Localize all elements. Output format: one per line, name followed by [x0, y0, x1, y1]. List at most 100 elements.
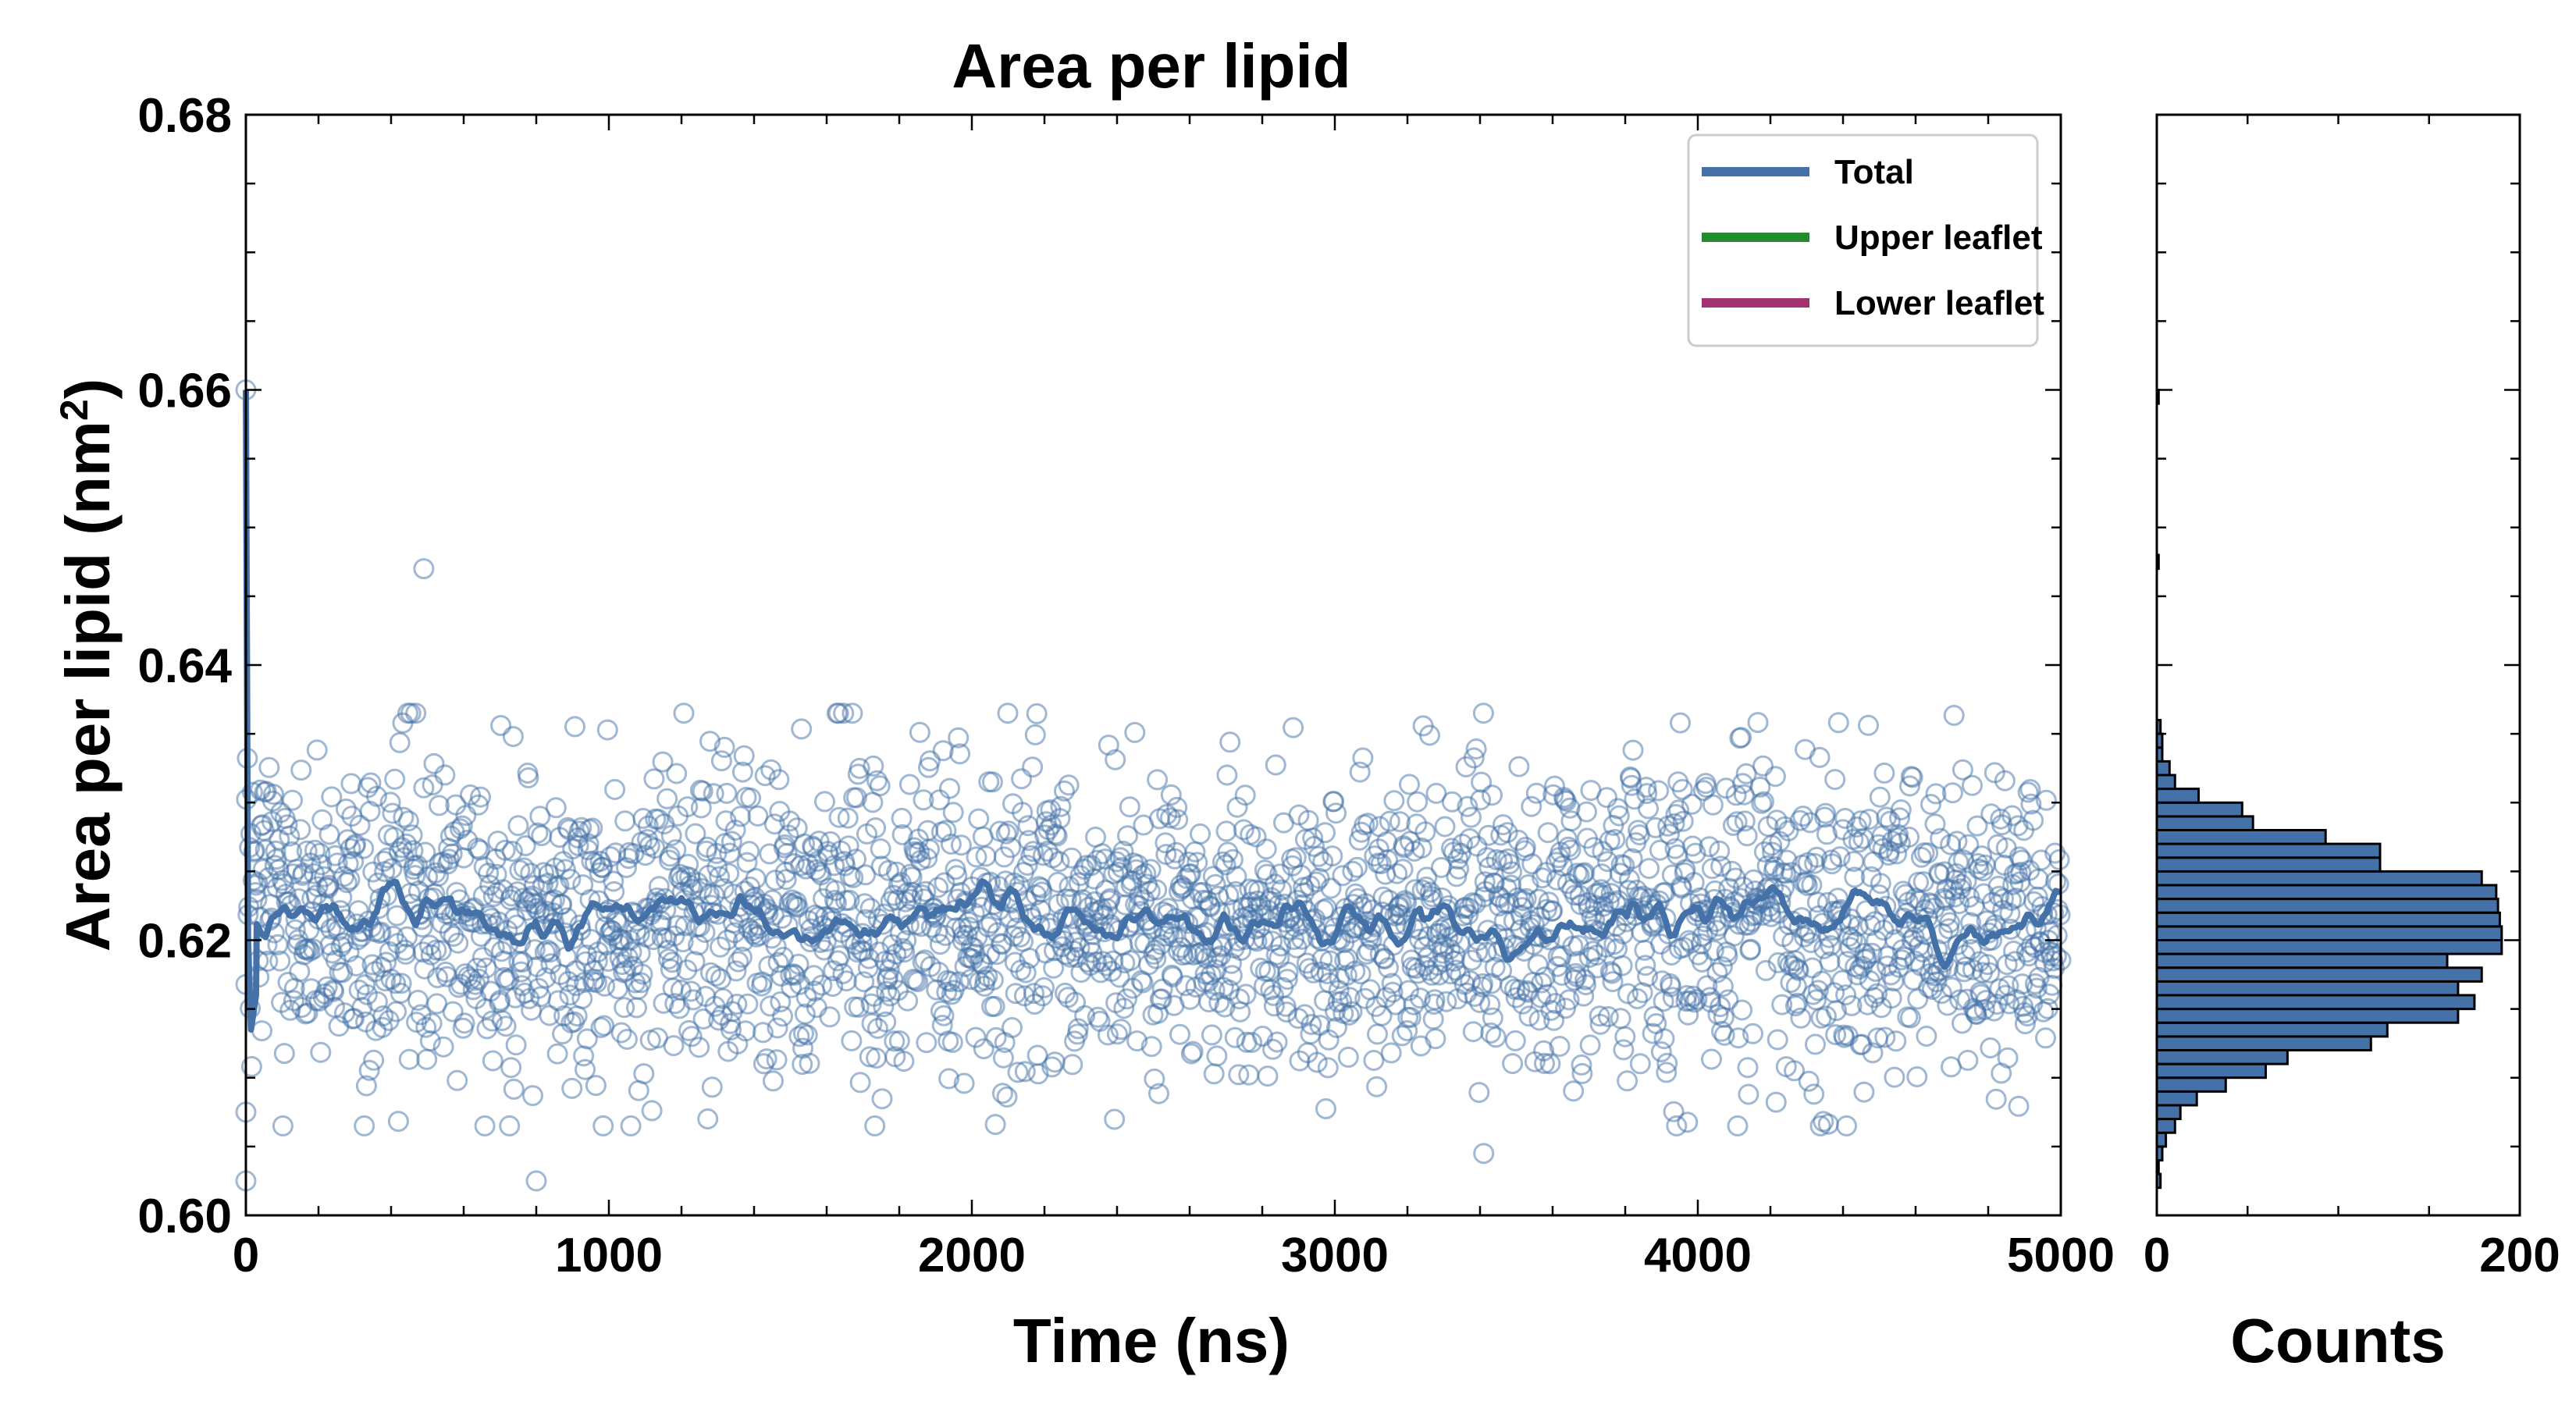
y-tick-label: 0.68	[137, 89, 232, 143]
scatter-point	[1176, 867, 1197, 889]
scatter-point	[455, 805, 477, 827]
scatter-point	[1560, 839, 1582, 861]
scatter-point	[1841, 928, 1863, 950]
scatter-point	[2045, 945, 2067, 967]
scatter-point	[1749, 776, 1771, 798]
scatter-point	[1709, 840, 1731, 862]
scatter-point	[596, 719, 618, 741]
scatter-point	[299, 941, 321, 962]
scatter-point	[1874, 1026, 1896, 1048]
scatter-point	[1902, 767, 1923, 788]
scatter-point	[1302, 827, 1324, 849]
scatter-point	[1753, 791, 1774, 813]
legend: Total Upper leaflet Lower leaflet	[1687, 133, 2044, 347]
scatter-point	[1691, 951, 1713, 973]
scatter-point	[590, 1017, 612, 1038]
histogram-x-axis-label: Counts	[2230, 1306, 2446, 1375]
scatter-point	[1016, 855, 1038, 876]
scatter-point	[2046, 924, 2068, 946]
scatter-point	[984, 1114, 1006, 1136]
scatter-point	[660, 824, 682, 846]
scatter-point	[1635, 777, 1657, 799]
scatter-point	[1113, 998, 1135, 1019]
histogram-bar	[2155, 774, 2176, 791]
scatter-point	[467, 838, 489, 859]
scatter-point	[873, 996, 895, 1018]
scatter-point	[1148, 1083, 1169, 1104]
scatter-point	[1824, 769, 1846, 791]
scatter-point	[1460, 970, 1482, 992]
scatter-point	[763, 813, 785, 835]
scatter-point	[1517, 874, 1539, 895]
scatter-point	[877, 859, 899, 881]
scatter-point	[370, 921, 392, 943]
scatter-point	[400, 702, 422, 724]
scatter-point	[1264, 873, 1286, 895]
scatter-point	[413, 777, 435, 799]
scatter-point	[1203, 1063, 1225, 1085]
scatter-point	[981, 771, 1003, 793]
scatter-point	[262, 784, 284, 806]
scatter-point	[779, 810, 801, 832]
scatter-point	[682, 989, 704, 1011]
scatter-point	[597, 950, 619, 972]
scatter-point	[2017, 781, 2039, 803]
scatter-point	[551, 894, 573, 916]
scatter-point	[470, 786, 491, 808]
scatter-point	[1839, 937, 1861, 959]
scatter-point	[1471, 973, 1493, 994]
scatter-point	[1154, 925, 1176, 947]
scatter-point	[1829, 846, 1851, 868]
scatter-point	[1958, 834, 1980, 855]
histogram-x-tick-label: 200	[2479, 1229, 2560, 1282]
histogram-bar	[2155, 898, 2500, 914]
scatter-point	[948, 727, 970, 749]
scatter-point	[1430, 856, 1452, 878]
scatter-point	[1802, 957, 1823, 979]
scatter-point	[1212, 851, 1233, 873]
scatter-point	[2035, 789, 2057, 811]
scatter-point	[1508, 756, 1530, 777]
scatter-point	[500, 1057, 522, 1079]
scatter-point	[1571, 1062, 1593, 1084]
scatter-point	[1764, 766, 1786, 788]
scatter-point	[1140, 859, 1162, 880]
scatter-point	[518, 767, 539, 788]
scatter-point	[1610, 1008, 1631, 1030]
scatter-point	[1884, 1066, 1905, 1088]
scatter-point	[1061, 847, 1083, 869]
scatter-point	[1916, 1026, 1937, 1047]
scatter-point	[1485, 1026, 1507, 1048]
scatter-point	[1341, 1001, 1363, 1023]
scatter-point	[340, 838, 361, 859]
scatter-point	[837, 807, 859, 829]
scatter-point	[1670, 712, 1691, 734]
scatter-point	[1226, 866, 1247, 887]
scatter-point	[1696, 975, 1718, 997]
scatter-point	[749, 924, 770, 946]
scatter-point	[1579, 1034, 1601, 1056]
scatter-point	[1011, 768, 1033, 790]
scatter-point	[522, 1085, 543, 1107]
scatter-point	[630, 972, 652, 994]
scatter-point	[1496, 822, 1518, 844]
scatter-point	[754, 765, 776, 787]
scatter-point	[680, 980, 702, 1002]
scatter-point	[1844, 866, 1866, 888]
scatter-point	[1366, 1076, 1388, 1097]
scatter-point	[709, 866, 731, 887]
scatter-point	[585, 1075, 607, 1097]
scatter-point	[1339, 987, 1361, 1008]
scatter-point	[1048, 851, 1070, 873]
scatter-point	[1425, 782, 1447, 804]
scatter-point	[475, 957, 497, 979]
scatter-point	[468, 968, 490, 990]
scatter-point	[768, 769, 790, 791]
scatter-point	[335, 799, 357, 820]
scatter-point	[1925, 783, 1947, 805]
scatter-point	[1179, 863, 1201, 884]
scatter-point	[1207, 947, 1229, 969]
scatter-point	[1545, 993, 1566, 1014]
scatter-point	[1472, 702, 1494, 724]
